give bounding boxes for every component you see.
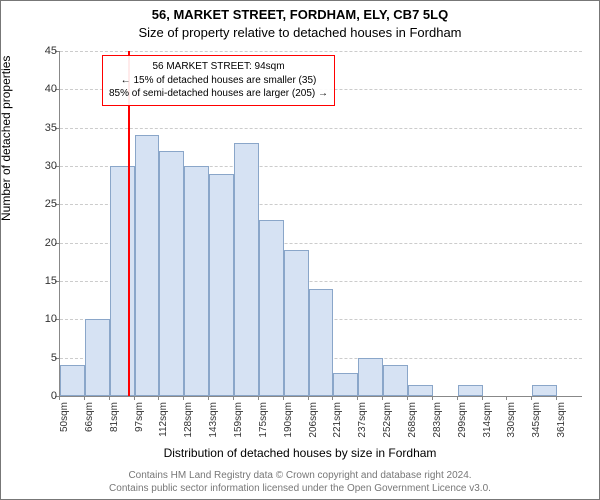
x-tick-mark bbox=[556, 396, 557, 400]
x-tick-label: 237sqm bbox=[357, 402, 368, 442]
annotation-line2: ← 15% of detached houses are smaller (35… bbox=[109, 74, 328, 88]
histogram-bar bbox=[358, 358, 383, 396]
y-axis-label: Number of detached properties bbox=[0, 56, 13, 221]
x-tick-mark bbox=[332, 396, 333, 400]
marker-annotation: 56 MARKET STREET: 94sqm ← 15% of detache… bbox=[102, 55, 335, 106]
histogram-bar bbox=[184, 166, 209, 396]
x-tick-mark bbox=[457, 396, 458, 400]
x-tick-mark bbox=[283, 396, 284, 400]
y-tick-label: 25 bbox=[41, 198, 57, 210]
histogram-bar bbox=[60, 365, 85, 396]
footer-attribution: Contains HM Land Registry data © Crown c… bbox=[1, 470, 599, 495]
x-tick-mark bbox=[158, 396, 159, 400]
histogram-bar bbox=[234, 143, 259, 396]
x-tick-label: 206sqm bbox=[308, 402, 319, 442]
y-tick-label: 40 bbox=[41, 83, 57, 95]
x-tick-label: 143sqm bbox=[208, 402, 219, 442]
x-tick-label: 66sqm bbox=[84, 402, 95, 442]
x-tick-mark bbox=[531, 396, 532, 400]
y-tick-label: 10 bbox=[41, 313, 57, 325]
annotation-line1: 56 MARKET STREET: 94sqm bbox=[109, 60, 328, 74]
footer-line1: Contains HM Land Registry data © Crown c… bbox=[1, 470, 599, 483]
gridline bbox=[60, 51, 582, 52]
x-axis-label: Distribution of detached houses by size … bbox=[1, 446, 599, 460]
x-tick-label: 361sqm bbox=[556, 402, 567, 442]
histogram-bar bbox=[333, 373, 358, 396]
x-tick-label: 190sqm bbox=[283, 402, 294, 442]
x-tick-mark bbox=[482, 396, 483, 400]
chart-container: 56, MARKET STREET, FORDHAM, ELY, CB7 5LQ… bbox=[0, 0, 600, 500]
histogram-bar bbox=[458, 385, 483, 397]
x-tick-label: 345sqm bbox=[531, 402, 542, 442]
x-tick-mark bbox=[407, 396, 408, 400]
x-tick-mark bbox=[208, 396, 209, 400]
x-tick-mark bbox=[357, 396, 358, 400]
y-tick-label: 30 bbox=[41, 160, 57, 172]
x-tick-mark bbox=[59, 396, 60, 400]
y-tick-label: 45 bbox=[41, 45, 57, 57]
x-tick-mark bbox=[233, 396, 234, 400]
y-tick-label: 5 bbox=[41, 352, 57, 364]
histogram-bar bbox=[383, 365, 408, 396]
histogram-bar bbox=[309, 289, 334, 396]
gridline bbox=[60, 128, 582, 129]
x-tick-label: 252sqm bbox=[382, 402, 393, 442]
x-tick-label: 128sqm bbox=[183, 402, 194, 442]
x-tick-mark bbox=[308, 396, 309, 400]
y-tick-label: 0 bbox=[41, 390, 57, 402]
chart-title-line2: Size of property relative to detached ho… bbox=[1, 25, 599, 40]
x-tick-label: 81sqm bbox=[109, 402, 120, 442]
y-tick-label: 35 bbox=[41, 122, 57, 134]
x-tick-mark bbox=[183, 396, 184, 400]
histogram-bar bbox=[408, 385, 433, 397]
histogram-bar bbox=[159, 151, 184, 396]
x-tick-mark bbox=[382, 396, 383, 400]
histogram-bar bbox=[284, 250, 309, 396]
x-tick-label: 112sqm bbox=[158, 402, 169, 442]
x-tick-label: 97sqm bbox=[134, 402, 145, 442]
x-tick-mark bbox=[432, 396, 433, 400]
x-tick-mark bbox=[506, 396, 507, 400]
x-tick-label: 283sqm bbox=[432, 402, 443, 442]
footer-line2: Contains public sector information licen… bbox=[1, 483, 599, 496]
plot-area: 56 MARKET STREET: 94sqm ← 15% of detache… bbox=[59, 51, 582, 397]
x-tick-mark bbox=[134, 396, 135, 400]
x-tick-label: 221sqm bbox=[332, 402, 343, 442]
x-tick-mark bbox=[109, 396, 110, 400]
chart-title-line1: 56, MARKET STREET, FORDHAM, ELY, CB7 5LQ bbox=[1, 7, 599, 22]
y-tick-label: 15 bbox=[41, 275, 57, 287]
annotation-line3: 85% of semi-detached houses are larger (… bbox=[109, 87, 328, 101]
histogram-bar bbox=[110, 166, 135, 396]
histogram-bar bbox=[532, 385, 557, 397]
histogram-bar bbox=[209, 174, 234, 396]
x-tick-label: 268sqm bbox=[407, 402, 418, 442]
x-tick-label: 314sqm bbox=[482, 402, 493, 442]
x-tick-mark bbox=[258, 396, 259, 400]
histogram-bar bbox=[85, 319, 110, 396]
y-tick-label: 20 bbox=[41, 237, 57, 249]
x-tick-label: 299sqm bbox=[457, 402, 468, 442]
histogram-bar bbox=[135, 135, 160, 396]
x-tick-label: 159sqm bbox=[233, 402, 244, 442]
x-tick-label: 175sqm bbox=[258, 402, 269, 442]
histogram-bar bbox=[259, 220, 284, 396]
x-tick-label: 330sqm bbox=[506, 402, 517, 442]
x-tick-mark bbox=[84, 396, 85, 400]
x-tick-label: 50sqm bbox=[59, 402, 70, 442]
